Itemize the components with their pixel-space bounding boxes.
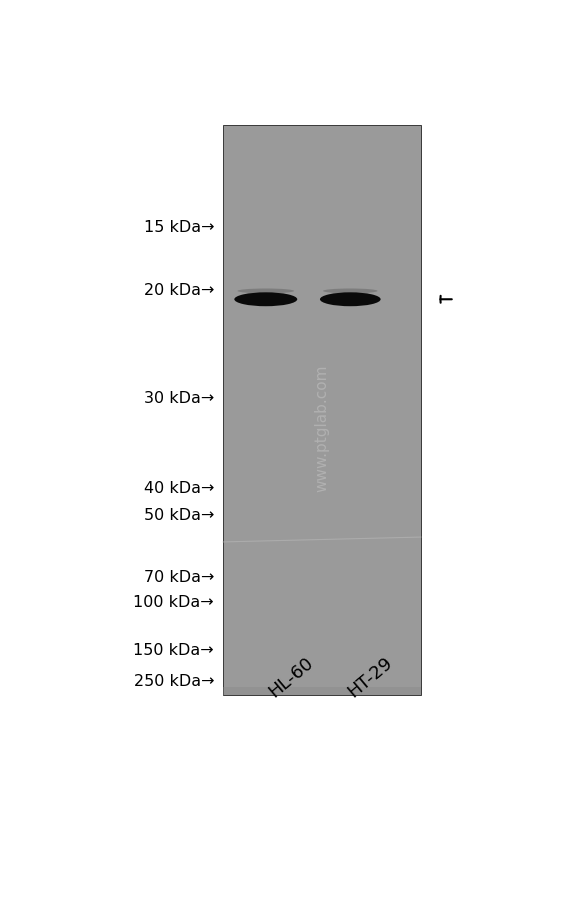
Text: HT-29: HT-29 <box>344 652 396 700</box>
Text: 50 kDa→: 50 kDa→ <box>144 507 214 522</box>
Bar <box>223 125 421 695</box>
Text: 20 kDa→: 20 kDa→ <box>144 282 214 298</box>
Bar <box>223 686 421 695</box>
Ellipse shape <box>320 293 380 307</box>
Text: 150 kDa→: 150 kDa→ <box>133 642 214 658</box>
Text: 30 kDa→: 30 kDa→ <box>144 391 214 406</box>
Ellipse shape <box>237 290 294 294</box>
Text: 100 kDa→: 100 kDa→ <box>133 594 214 609</box>
Text: 40 kDa→: 40 kDa→ <box>144 481 214 495</box>
Ellipse shape <box>323 290 378 294</box>
Text: 250 kDa→: 250 kDa→ <box>133 674 214 689</box>
Text: 15 kDa→: 15 kDa→ <box>144 220 214 235</box>
Text: 70 kDa→: 70 kDa→ <box>144 569 214 584</box>
Text: HL-60: HL-60 <box>266 653 317 700</box>
Ellipse shape <box>234 293 297 307</box>
Text: www.ptglab.com: www.ptglab.com <box>314 364 329 492</box>
